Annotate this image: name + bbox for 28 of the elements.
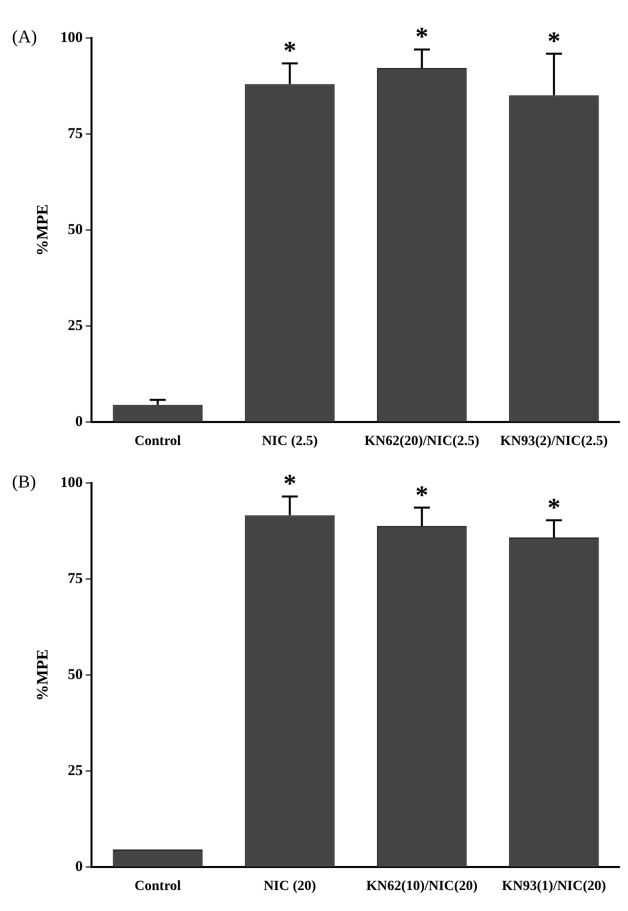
y-tick-label: 0 — [75, 859, 83, 876]
annotation: * — [283, 36, 296, 66]
y-tick-label: 50 — [68, 222, 83, 238]
x-tick-label: NIC (2.5) — [262, 434, 318, 450]
y-tick-label: 0 — [75, 414, 83, 430]
annotation: * — [415, 22, 428, 52]
x-tick-label: KN93(1)/NIC(20) — [502, 879, 606, 894]
chart-title: (B) — [12, 472, 36, 492]
y-tick-label: 75 — [68, 126, 83, 142]
y-tick-label: 25 — [68, 318, 83, 334]
chart-title: (A) — [12, 26, 37, 47]
annotation: * — [547, 26, 560, 56]
x-tick-label: KN62(20)/NIC(2.5) — [364, 434, 480, 450]
y-tick-label: 50 — [68, 666, 83, 683]
y-tick-label: 75 — [68, 570, 83, 587]
annotation: * — [415, 480, 428, 510]
y-tick-label: 25 — [68, 763, 83, 780]
y-axis-title: %MPE — [34, 649, 52, 701]
y-axis-title: %MPE — [34, 204, 52, 256]
annotation: * — [283, 469, 296, 498]
x-tick-label: Control — [134, 434, 182, 450]
x-tick-label: Control — [134, 879, 182, 894]
y-tick-label: 100 — [60, 474, 83, 491]
x-tick-label: KN62(10)/NIC(20) — [366, 879, 478, 894]
annotation: * — [547, 492, 560, 522]
x-tick-label: KN93(2)/NIC(2.5) — [500, 434, 608, 450]
x-tick-label: NIC (20) — [264, 879, 316, 894]
y-tick-label: 100 — [60, 30, 83, 46]
